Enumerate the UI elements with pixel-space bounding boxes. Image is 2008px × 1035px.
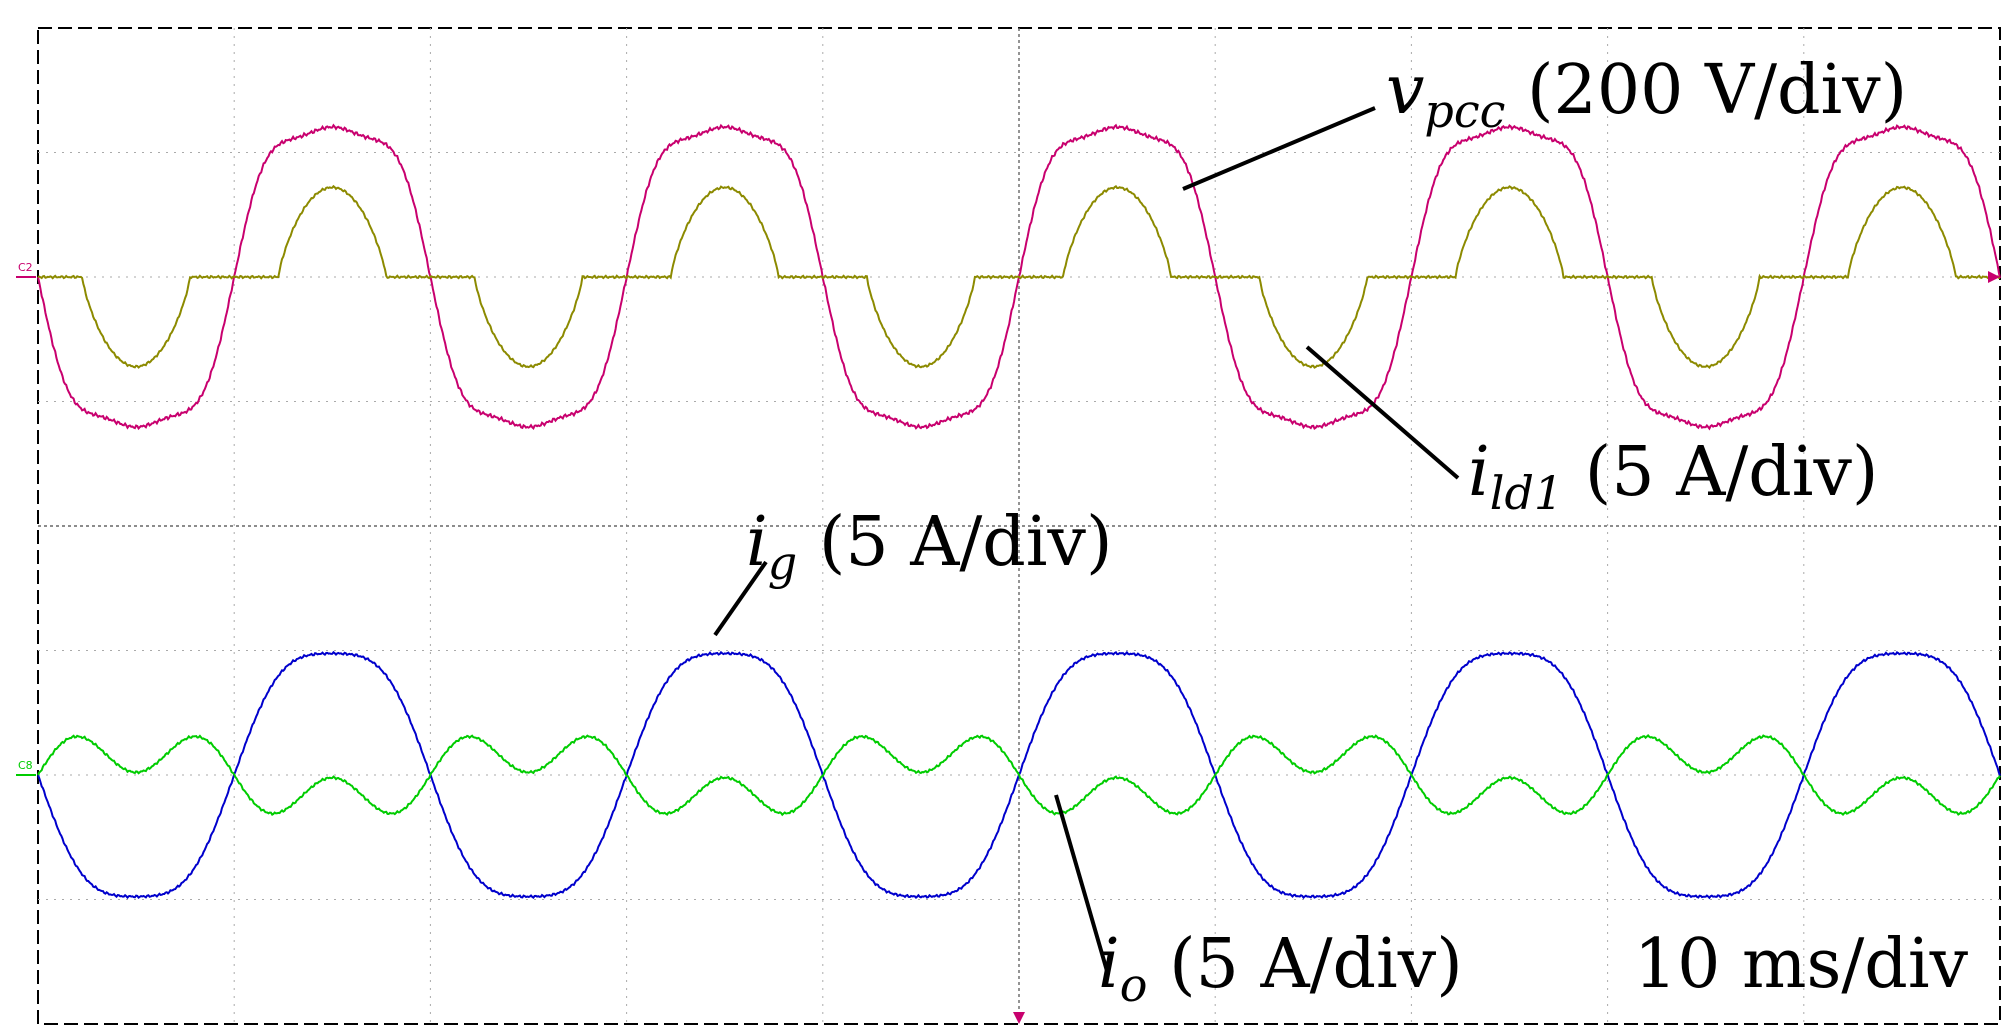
leader-ig — [713, 560, 768, 637]
trace-C1 — [37, 184, 2001, 369]
grid — [38, 28, 2000, 1024]
leader-io — [1054, 794, 1109, 972]
time-scale-label: 10 ms/div — [1634, 925, 1969, 1004]
marker-C8: C8 — [18, 759, 33, 772]
waveform-traces — [37, 123, 2001, 900]
marker-C2: C2 — [18, 261, 33, 274]
bottom-trigger-arrow — [1013, 1012, 1025, 1024]
ild1-label: ild1 (5 A/div) — [1468, 433, 1878, 520]
trace-C8 — [37, 733, 2001, 817]
ig-label: ig (5 A/div) — [746, 503, 1112, 590]
vpcc-label: vpcc (200 V/div) — [1386, 51, 1907, 138]
label-leaders — [713, 106, 1460, 972]
right-trigger-arrow — [1988, 271, 2000, 283]
leader-ild1 — [1305, 345, 1460, 480]
leader-vpcc — [1182, 106, 1376, 191]
channel-markers: C2 C8 — [16, 261, 2000, 1024]
io-label: io (5 A/div) — [1098, 925, 1463, 1012]
